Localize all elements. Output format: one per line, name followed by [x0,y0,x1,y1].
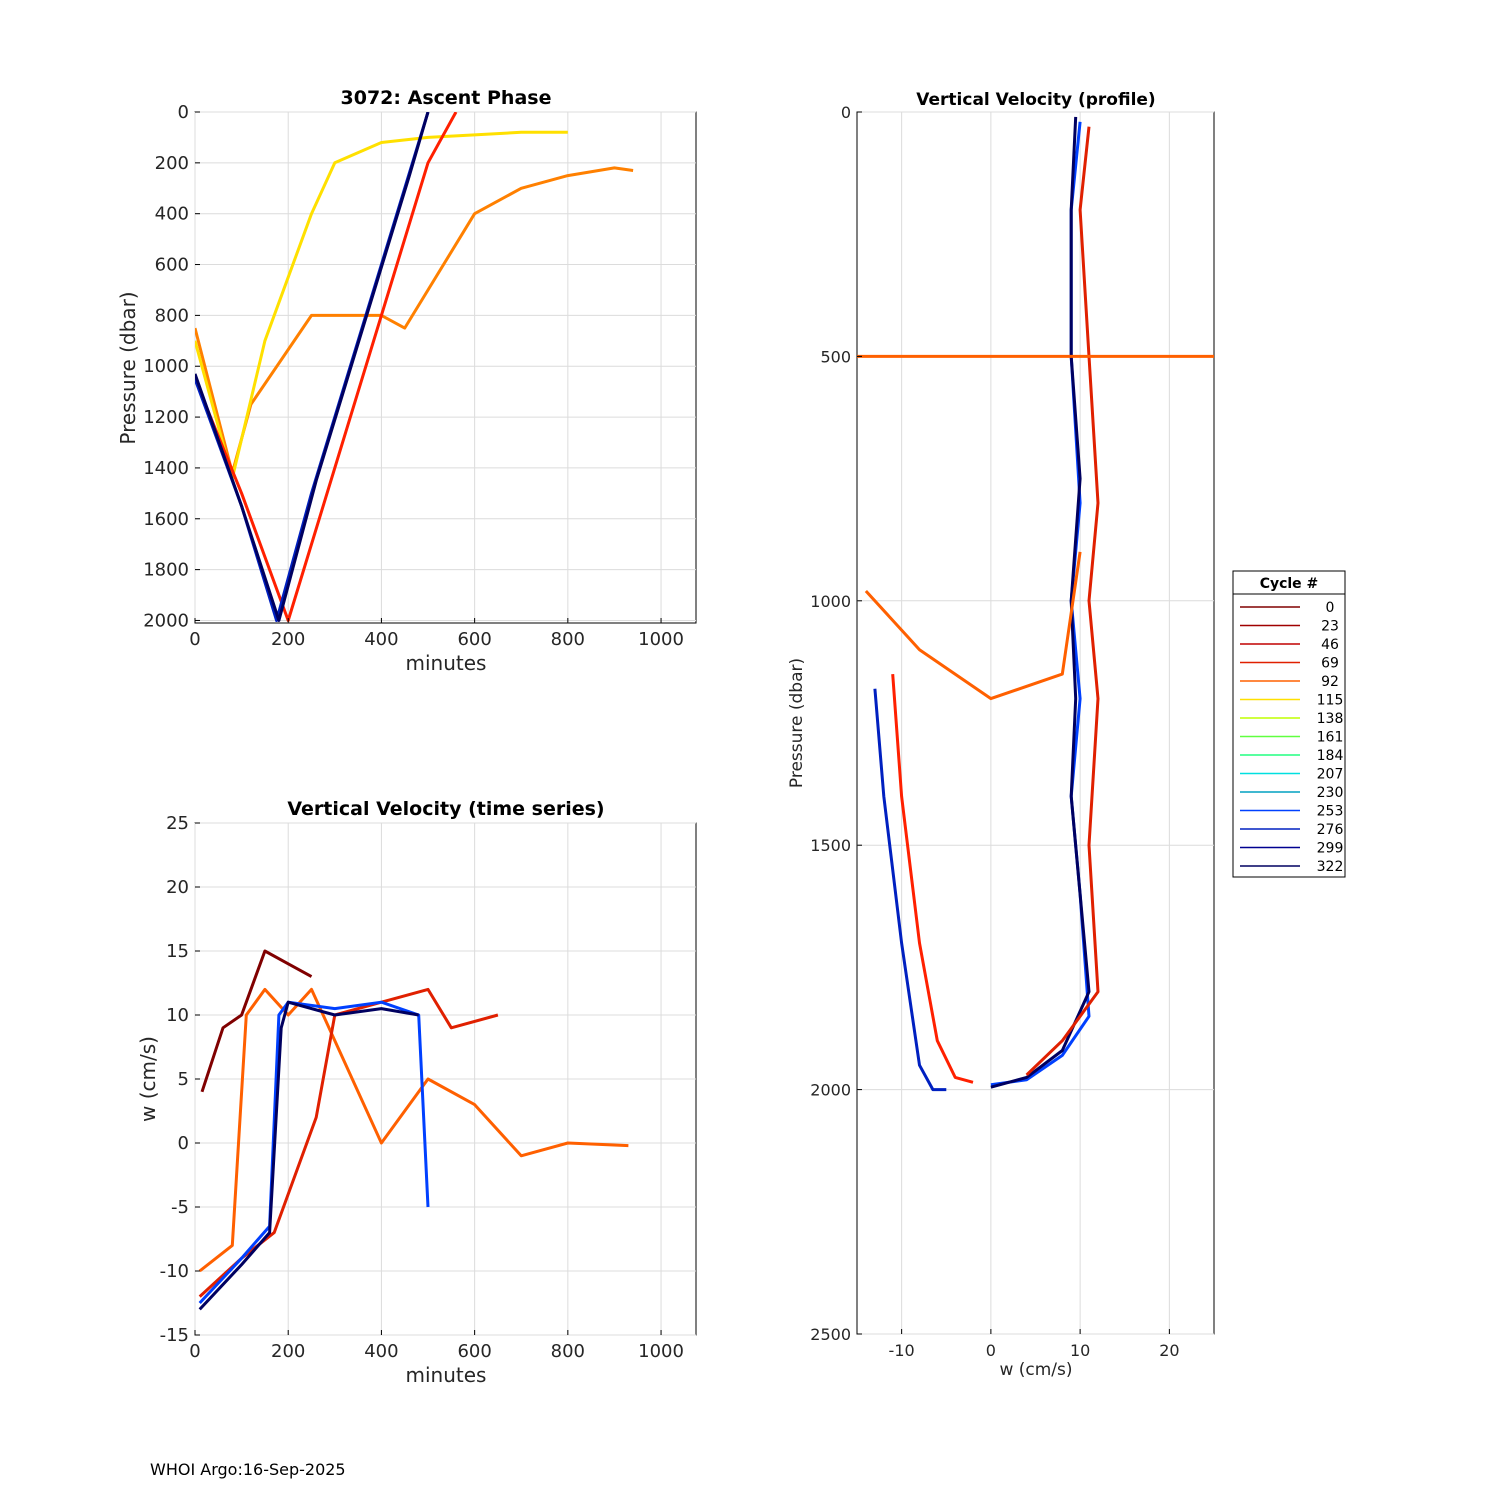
legend-label: 322 [1317,859,1344,875]
x-tick-label: 800 [551,629,585,650]
legend-label: 46 [1321,637,1339,653]
velocity-time-series-axes: 0 200 400 600 800 1000 -15 -10 -5 0 5 10 15 20 25 Vert… [136,798,697,1387]
y-tick-label: 2000 [143,610,189,631]
y-tick-label: 2000 [810,1081,851,1100]
x-tick-label: 0 [189,629,200,650]
y-tick-label: 200 [155,153,189,174]
legend-label: 92 [1321,674,1339,690]
y-tick-label: 20 [166,877,189,898]
y-tick-label: 1000 [810,592,851,611]
x-tick-label: 400 [364,629,398,650]
y-tick-label: 2500 [810,1325,851,1344]
cycle-legend: Cycle # 0 23 46 69 92 115 138 161 184 207 230 253 27… [1232,570,1346,878]
x-tick-label: 1000 [638,1341,684,1362]
series-line-5 [864,551,1082,701]
y-tick-label: 1400 [143,458,189,479]
y-axis-label: w (cm/s) [136,1036,160,1122]
legend-label: 253 [1317,804,1344,820]
y-tick-label: 800 [155,305,189,326]
y-tick-label: 1800 [143,560,189,581]
x-tick-label: 20 [1159,1341,1179,1360]
series-line-0 [891,673,974,1084]
legend-label: 69 [1321,656,1339,672]
x-tick-label: 200 [271,629,305,650]
series-line-3 [198,1000,419,1311]
y-tick-label: 5 [178,1069,189,1090]
chart-title: Vertical Velocity (profile) [916,90,1155,110]
series-line-0 [198,987,629,1273]
y-tick-label: 25 [166,813,189,834]
series-line-1 [873,688,947,1092]
y-tick-label: -10 [160,1261,189,1282]
y-tick-label: 0 [841,103,851,122]
y-tick-label: 400 [155,204,189,225]
x-tick-label: 200 [271,1341,305,1362]
y-axis-label: Pressure (dbar) [787,658,807,788]
x-tick-label: 1000 [638,629,684,650]
ascent-phase-axes: 0 200 400 600 800 1000 0 200 400 600 800 1000 1200 14… [116,87,697,675]
y-tick-label: 1500 [810,836,851,855]
legend-label: 184 [1317,748,1344,764]
y-tick-label: 0 [178,102,189,123]
x-axis-label: w (cm/s) [999,1360,1072,1380]
x-axis-label: minutes [406,651,487,675]
plot-frame [194,111,697,624]
legend-title: Cycle # [1260,576,1319,592]
y-tick-label: 600 [155,255,189,276]
x-tick-label: 600 [457,629,491,650]
x-tick-label: 0 [189,1341,200,1362]
legend-label: 299 [1317,841,1344,857]
legend-label: 0 [1326,600,1335,616]
x-tick-label: 400 [364,1341,398,1362]
y-tick-label: 1600 [143,509,189,530]
velocity-profile-axes: -10 0 10 20 0 500 1000 1500 2000 2500 Vertical Ve… [787,90,1215,1380]
series-line-4 [195,112,430,622]
series-line-1 [195,130,568,480]
y-tick-label: -15 [160,1325,189,1346]
x-tick-label: 800 [551,1341,585,1362]
x-tick-label: 0 [986,1341,996,1360]
series-line-3 [990,116,1091,1089]
chart-title: Vertical Velocity (time series) [287,798,604,820]
legend-box [1232,570,1346,878]
series-line-4 [200,949,313,1093]
legend-label: 161 [1317,730,1344,746]
legend-label: 138 [1317,711,1344,727]
y-tick-label: 500 [820,347,851,366]
x-tick-label: 600 [457,1341,491,1362]
y-tick-label: -5 [171,1197,189,1218]
footer-credit: WHOI Argo:16-Sep-2025 [150,1460,346,1479]
legend-label: 207 [1317,767,1344,783]
x-tick-label: 10 [1070,1341,1090,1360]
plot-frame [856,111,1215,1335]
y-tick-label: 10 [166,1005,189,1026]
chart-title: 3072: Ascent Phase [341,87,552,109]
y-tick-label: 1200 [143,407,189,428]
series-line-4 [1025,126,1100,1076]
x-tick-label: -10 [889,1341,915,1360]
legend-label: 23 [1321,619,1339,635]
y-tick-label: 15 [166,941,189,962]
y-axis-label: Pressure (dbar) [116,291,140,444]
x-axis-label: minutes [406,1363,487,1387]
legend-label: 276 [1317,822,1344,838]
y-tick-label: 0 [178,1133,189,1154]
legend-label: 230 [1317,785,1344,801]
legend-label: 115 [1317,693,1344,709]
y-tick-label: 1000 [143,356,189,377]
series-line-2 [195,112,458,622]
